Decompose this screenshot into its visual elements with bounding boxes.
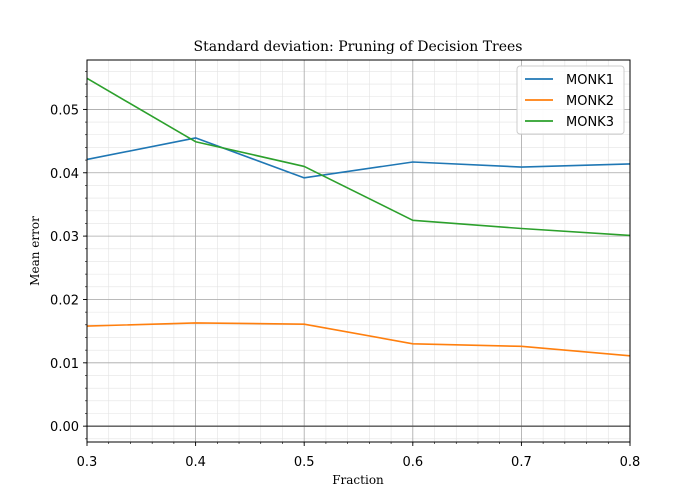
x-tick-label: 0.7 [511,455,532,470]
series-line-monk1 [86,137,631,179]
series-line-monk3 [86,77,631,237]
legend-label-monk1: MONK1 [566,73,614,88]
y-axis: 0.00 0.01 0.02 0.03 0.04 0.05 [50,71,87,440]
legend-box [516,65,625,135]
legend-label-monk2: MONK2 [566,94,614,109]
y-tick-label: 0.02 [50,293,79,308]
y-tick-label: 0.00 [50,420,79,435]
legend: MONK1 MONK2 MONK3 [516,65,625,135]
x-tick-label: 0.3 [77,455,98,470]
x-tick-label: 0.6 [402,455,423,470]
x-tick-label: 0.4 [185,455,206,470]
y-tick-label: 0.03 [50,230,79,245]
x-axis-label: Fraction [332,473,384,487]
y-tick-label: 0.01 [50,357,79,372]
chart-title: Standard deviation: Pruning of Decision … [194,39,523,55]
y-tick-label: 0.05 [50,103,79,118]
x-axis: 0.3 0.4 0.5 0.6 0.7 0.8 [77,442,641,470]
plot-frame [86,59,631,443]
legend-label-monk3: MONK3 [566,115,614,130]
y-axis-label: Mean error [28,216,42,286]
series-line-monk2 [86,322,631,357]
series-lines [86,77,631,357]
x-tick-label: 0.8 [620,455,641,470]
x-tick-label: 0.5 [294,455,315,470]
y-tick-label: 0.04 [50,167,79,182]
